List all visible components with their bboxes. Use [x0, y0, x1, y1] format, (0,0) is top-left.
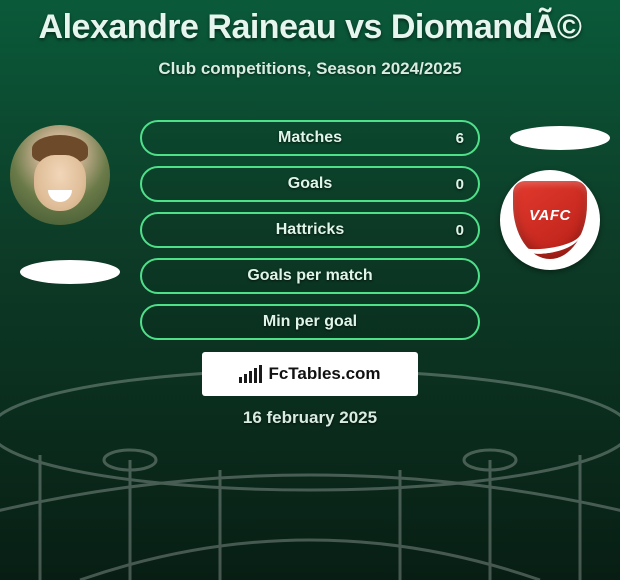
stat-row: Goals 0 — [140, 166, 480, 202]
content-root: Alexandre Raineau vs DiomandÃ© Club comp… — [0, 0, 620, 580]
stat-right: 6 — [456, 130, 464, 147]
stat-row: Matches 6 — [140, 120, 480, 156]
page-title: Alexandre Raineau vs DiomandÃ© — [0, 0, 620, 47]
brand-text: FcTables.com — [268, 364, 380, 384]
club-right-badge: VAFC — [500, 170, 600, 270]
stat-label: Min per goal — [263, 313, 357, 331]
stat-right: 0 — [456, 176, 464, 193]
chart-icon — [239, 365, 262, 383]
date-label: 16 february 2025 — [0, 408, 620, 428]
player-left-avatar — [10, 125, 110, 225]
stat-label: Hattricks — [276, 221, 344, 239]
stat-label: Goals per match — [247, 267, 372, 285]
stat-label: Matches — [278, 129, 342, 147]
stat-row: Hattricks 0 — [140, 212, 480, 248]
stat-label: Goals — [288, 175, 332, 193]
stats-panel: Matches 6 Goals 0 Hattricks 0 Goals per … — [140, 120, 480, 350]
brand-badge: FcTables.com — [202, 352, 418, 396]
stat-row: Goals per match — [140, 258, 480, 294]
club-left-placeholder — [20, 260, 120, 284]
shield-icon: VAFC — [513, 181, 587, 259]
player-right-placeholder — [510, 126, 610, 150]
stat-row: Min per goal — [140, 304, 480, 340]
stat-right: 0 — [456, 222, 464, 239]
subtitle: Club competitions, Season 2024/2025 — [0, 59, 620, 79]
